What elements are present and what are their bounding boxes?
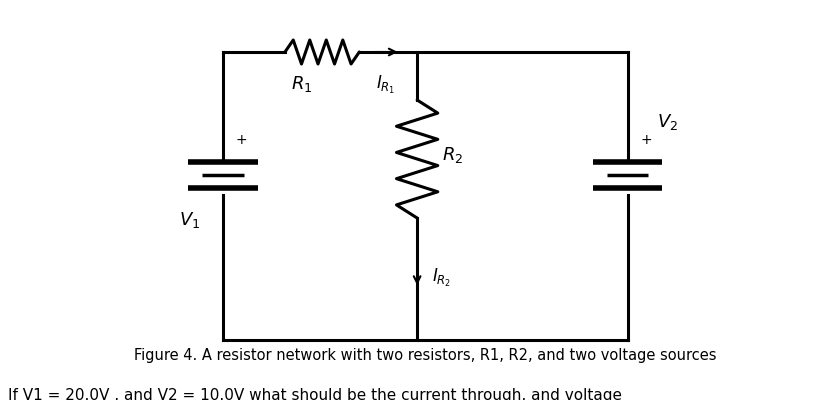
Text: $I_{R_1}$: $I_{R_1}$ — [376, 74, 396, 96]
Text: $V_2$: $V_2$ — [657, 112, 678, 132]
Text: +: + — [640, 133, 652, 147]
Text: $R_1$: $R_1$ — [291, 74, 312, 94]
Text: $V_1$: $V_1$ — [179, 210, 201, 230]
Text: $I_{R_2}$: $I_{R_2}$ — [432, 267, 451, 289]
Text: +: + — [235, 133, 247, 147]
Text: If V1 = 20.0V , and V2 = 10.0V what should be the current through, and voltage: If V1 = 20.0V , and V2 = 10.0V what shou… — [8, 388, 622, 400]
Text: Figure 4. A resistor network with two resistors, R1, R2, and two voltage sources: Figure 4. A resistor network with two re… — [134, 348, 717, 363]
Text: $R_2$: $R_2$ — [442, 145, 463, 165]
